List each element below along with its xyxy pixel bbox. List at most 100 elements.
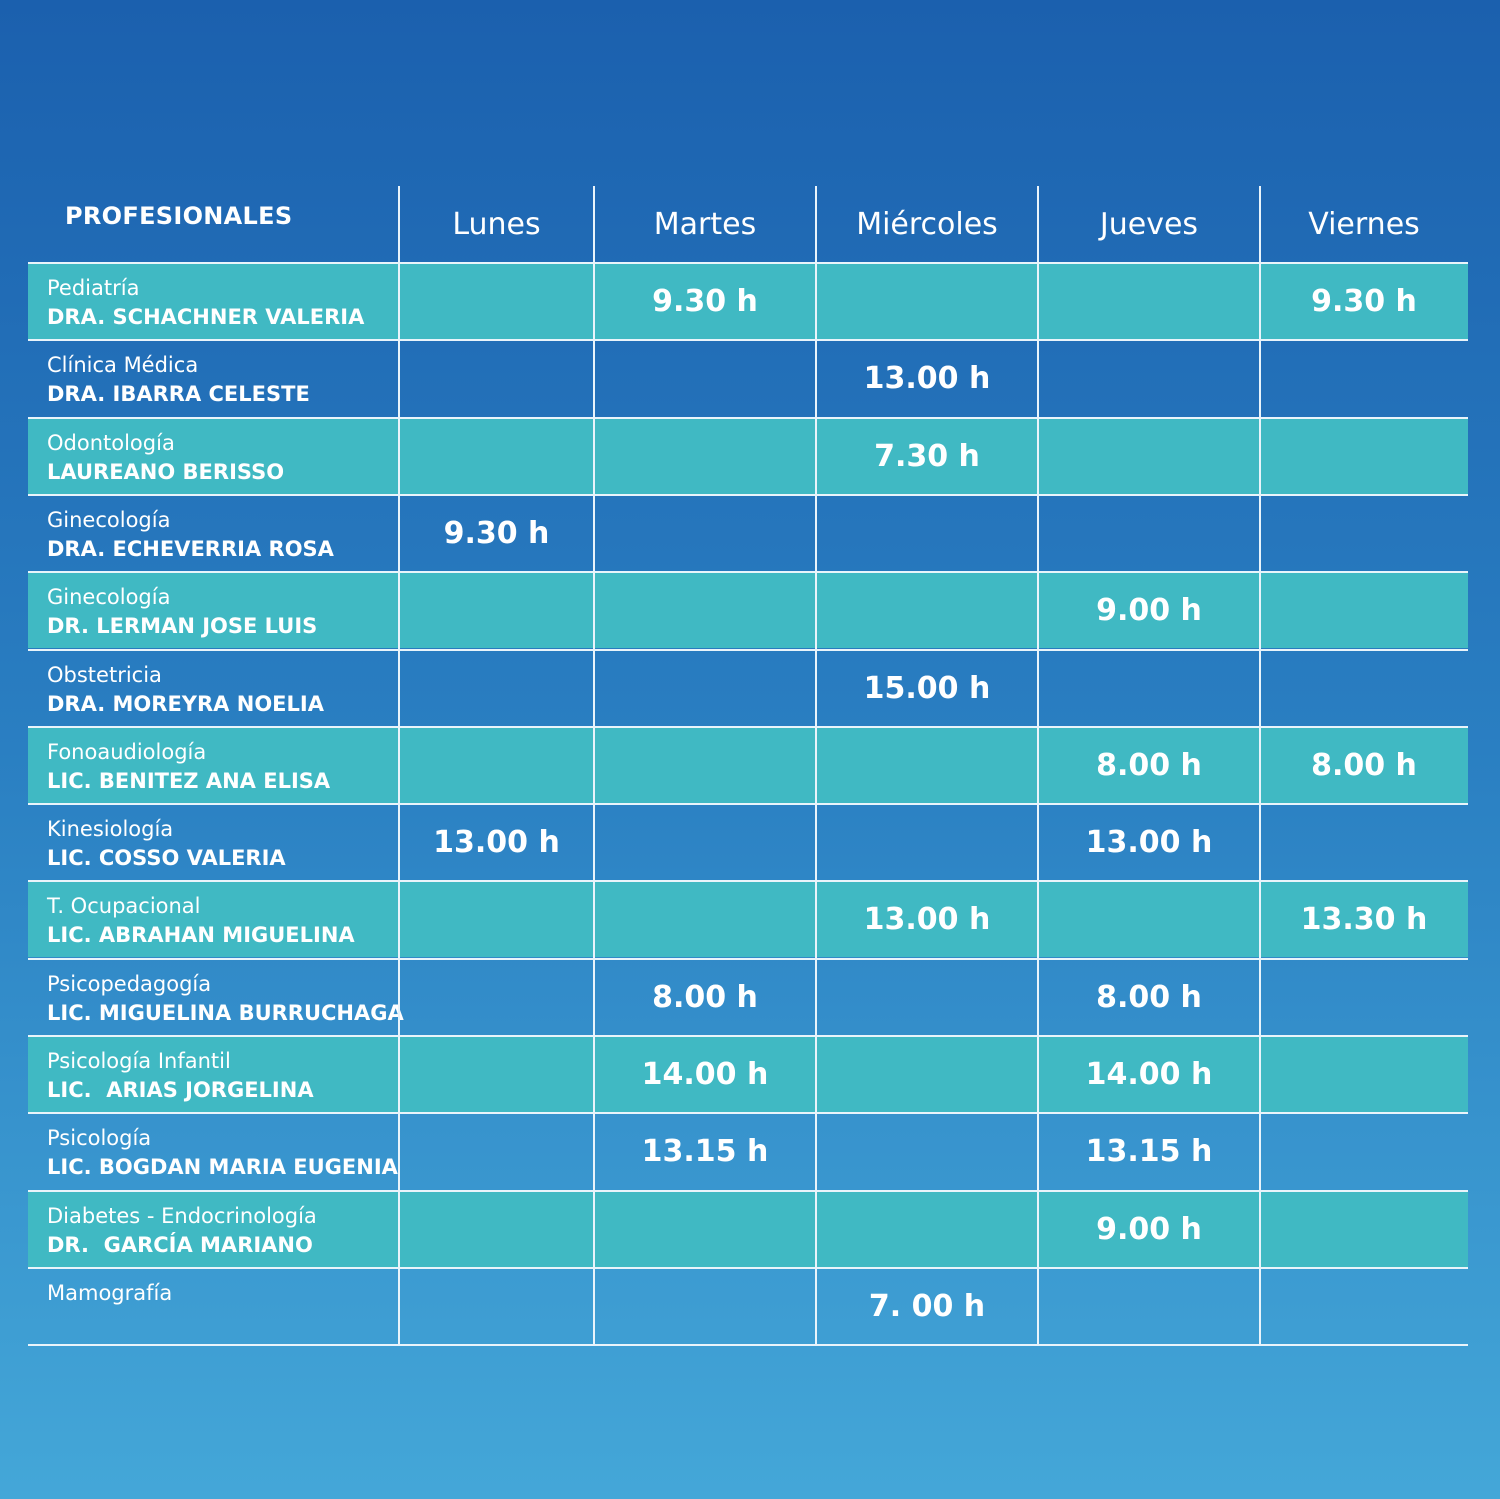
professional-name: DR. LERMAN JOSE LUIS — [47, 614, 318, 638]
professional-cell: Fonoaudiología LIC. BENITEZ ANA ELISA — [47, 738, 407, 796]
time-cell-martes — [594, 573, 816, 648]
time-cell-jueves: 8.00 h — [1096, 980, 1202, 1015]
time-cell-jueves — [1038, 651, 1260, 726]
time-cell-martes — [594, 341, 816, 416]
header-row: PROFESIONALES Lunes Martes Miércoles Jue… — [28, 186, 1468, 262]
time-cell-jueves: 13.00 h — [1085, 825, 1213, 860]
specialty-label: Psicopedagogía — [47, 972, 212, 996]
time-cell-miercoles: 13.00 h — [863, 361, 991, 396]
time-cell-viernes: 9.30 h — [1311, 284, 1417, 319]
time-cell-martes — [594, 419, 816, 494]
table-row: T. Ocupacional LIC. ABRAHAN MIGUELINA 13.0… — [28, 880, 1468, 957]
professional-name: LIC. BOGDAN MARIA EUGENIA — [47, 1155, 398, 1179]
time-cell-miercoles — [816, 805, 1038, 880]
time-cell-martes — [594, 805, 816, 880]
time-cell-miercoles — [816, 1192, 1038, 1267]
table-row: Fonoaudiología LIC. BENITEZ ANA ELISA 8.00… — [28, 726, 1468, 803]
table-row: Mamografía 7. 00 h — [28, 1267, 1468, 1346]
time-cell-lunes — [399, 960, 594, 1035]
time-cell-jueves — [1038, 1269, 1260, 1344]
specialty-label: Psicología Infantil — [47, 1049, 231, 1073]
time-cell-viernes — [1260, 1269, 1468, 1344]
table-row: Pediatría DRA. SCHACHNER VALERIA 9.30 h 9.3… — [28, 262, 1468, 339]
header-day-miercoles: Miércoles — [856, 206, 998, 242]
time-cell-jueves — [1038, 341, 1260, 416]
professional-name: LIC. BENITEZ ANA ELISA — [47, 769, 331, 793]
time-cell-lunes — [399, 651, 594, 726]
time-cell-lunes — [399, 728, 594, 803]
time-cell-lunes — [399, 419, 594, 494]
time-cell-viernes — [1260, 419, 1468, 494]
professional-cell: Psicopedagogía LIC. MIGUELINA BURRUCHAGA — [47, 970, 407, 1028]
header-day-lunes: Lunes — [452, 206, 541, 242]
time-cell-martes: 14.00 h — [641, 1057, 769, 1092]
professional-name: LIC. COSSO VALERIA — [47, 846, 286, 870]
professional-cell: Kinesiología LIC. COSSO VALERIA — [47, 815, 407, 873]
time-cell-viernes: 8.00 h — [1311, 748, 1417, 783]
time-cell-lunes — [399, 882, 594, 957]
professional-name: LAUREANO BERISSO — [47, 460, 285, 484]
time-cell-miercoles — [816, 1037, 1038, 1112]
professional-name: LIC. MIGUELINA BURRUCHAGA — [47, 1001, 404, 1025]
professional-cell: Obstetricia DRA. MOREYRA NOELIA — [47, 661, 407, 719]
specialty-label: Diabetes - Endocrinología — [47, 1204, 317, 1228]
time-cell-lunes — [399, 1269, 594, 1344]
time-cell-viernes — [1260, 651, 1468, 726]
time-cell-jueves: 14.00 h — [1085, 1057, 1213, 1092]
time-cell-miercoles: 15.00 h — [863, 671, 991, 706]
professional-cell: Mamografía — [47, 1279, 407, 1308]
specialty-label: Obstetricia — [47, 663, 162, 687]
professional-name: DR. GARCÍA MARIANO — [47, 1233, 313, 1257]
time-cell-miercoles — [816, 1114, 1038, 1189]
professional-cell: Psicología LIC. BOGDAN MARIA EUGENIA — [47, 1124, 407, 1182]
specialty-label: Fonoaudiología — [47, 740, 207, 764]
time-cell-martes — [594, 882, 816, 957]
professional-cell: Odontología LAUREANO BERISSO — [47, 429, 407, 487]
professional-cell: Ginecología DR. LERMAN JOSE LUIS — [47, 583, 407, 641]
time-cell-jueves — [1038, 264, 1260, 339]
table-row: Psicopedagogía LIC. MIGUELINA BURRUCHAGA 8… — [28, 958, 1468, 1035]
time-cell-miercoles — [816, 496, 1038, 571]
table-row: Diabetes - Endocrinología DR. GARCÍA MARI… — [28, 1190, 1468, 1267]
time-cell-lunes — [399, 1037, 594, 1112]
time-cell-lunes — [399, 573, 594, 648]
column-divider — [593, 186, 595, 1346]
time-cell-miercoles — [816, 960, 1038, 1035]
schedule-table: PROFESIONALES Lunes Martes Miércoles Jue… — [28, 186, 1468, 1346]
column-divider — [815, 186, 817, 1346]
time-cell-martes — [594, 651, 816, 726]
time-cell-lunes — [399, 264, 594, 339]
time-cell-miercoles: 7. 00 h — [868, 1289, 986, 1324]
table-row: Ginecología DR. LERMAN JOSE LUIS 9.00 h — [28, 571, 1468, 648]
column-divider — [1037, 186, 1039, 1346]
professional-name: LIC. ABRAHAN MIGUELINA — [47, 923, 355, 947]
professional-cell: T. Ocupacional LIC. ABRAHAN MIGUELINA — [47, 892, 407, 950]
specialty-label: Mamografía — [47, 1281, 173, 1305]
time-cell-miercoles: 13.00 h — [863, 902, 991, 937]
time-cell-jueves: 9.00 h — [1096, 1212, 1202, 1247]
time-cell-jueves: 9.00 h — [1096, 593, 1202, 628]
professional-name: DRA. MOREYRA NOELIA — [47, 692, 324, 716]
time-cell-martes — [594, 1269, 816, 1344]
time-cell-jueves — [1038, 419, 1260, 494]
table-row: Obstetricia DRA. MOREYRA NOELIA 15.00 h — [28, 649, 1468, 726]
specialty-label: Pediatría — [47, 276, 140, 300]
header-day-jueves: Jueves — [1099, 206, 1199, 242]
time-cell-martes — [594, 728, 816, 803]
specialty-label: Kinesiología — [47, 817, 174, 841]
time-cell-jueves — [1038, 496, 1260, 571]
time-cell-miercoles: 7.30 h — [874, 439, 980, 474]
column-divider — [1259, 186, 1261, 1346]
specialty-label: Clínica Médica — [47, 353, 199, 377]
time-cell-martes: 13.15 h — [641, 1134, 769, 1169]
table-row: Clínica Médica DRA. IBARRA CELESTE 13.00 h — [28, 339, 1468, 416]
time-cell-viernes — [1260, 1037, 1468, 1112]
specialty-label: Psicología — [47, 1126, 152, 1150]
time-cell-jueves: 13.15 h — [1085, 1134, 1213, 1169]
time-cell-jueves: 8.00 h — [1096, 748, 1202, 783]
time-cell-viernes: 13.30 h — [1300, 902, 1428, 937]
table-row: Psicología Infantil LIC. ARIAS JORGELINA 1… — [28, 1035, 1468, 1112]
time-cell-martes: 8.00 h — [652, 980, 758, 1015]
time-cell-martes — [594, 496, 816, 571]
table-row: Ginecología DRA. ECHEVERRIA ROSA 9.30 h — [28, 494, 1468, 571]
